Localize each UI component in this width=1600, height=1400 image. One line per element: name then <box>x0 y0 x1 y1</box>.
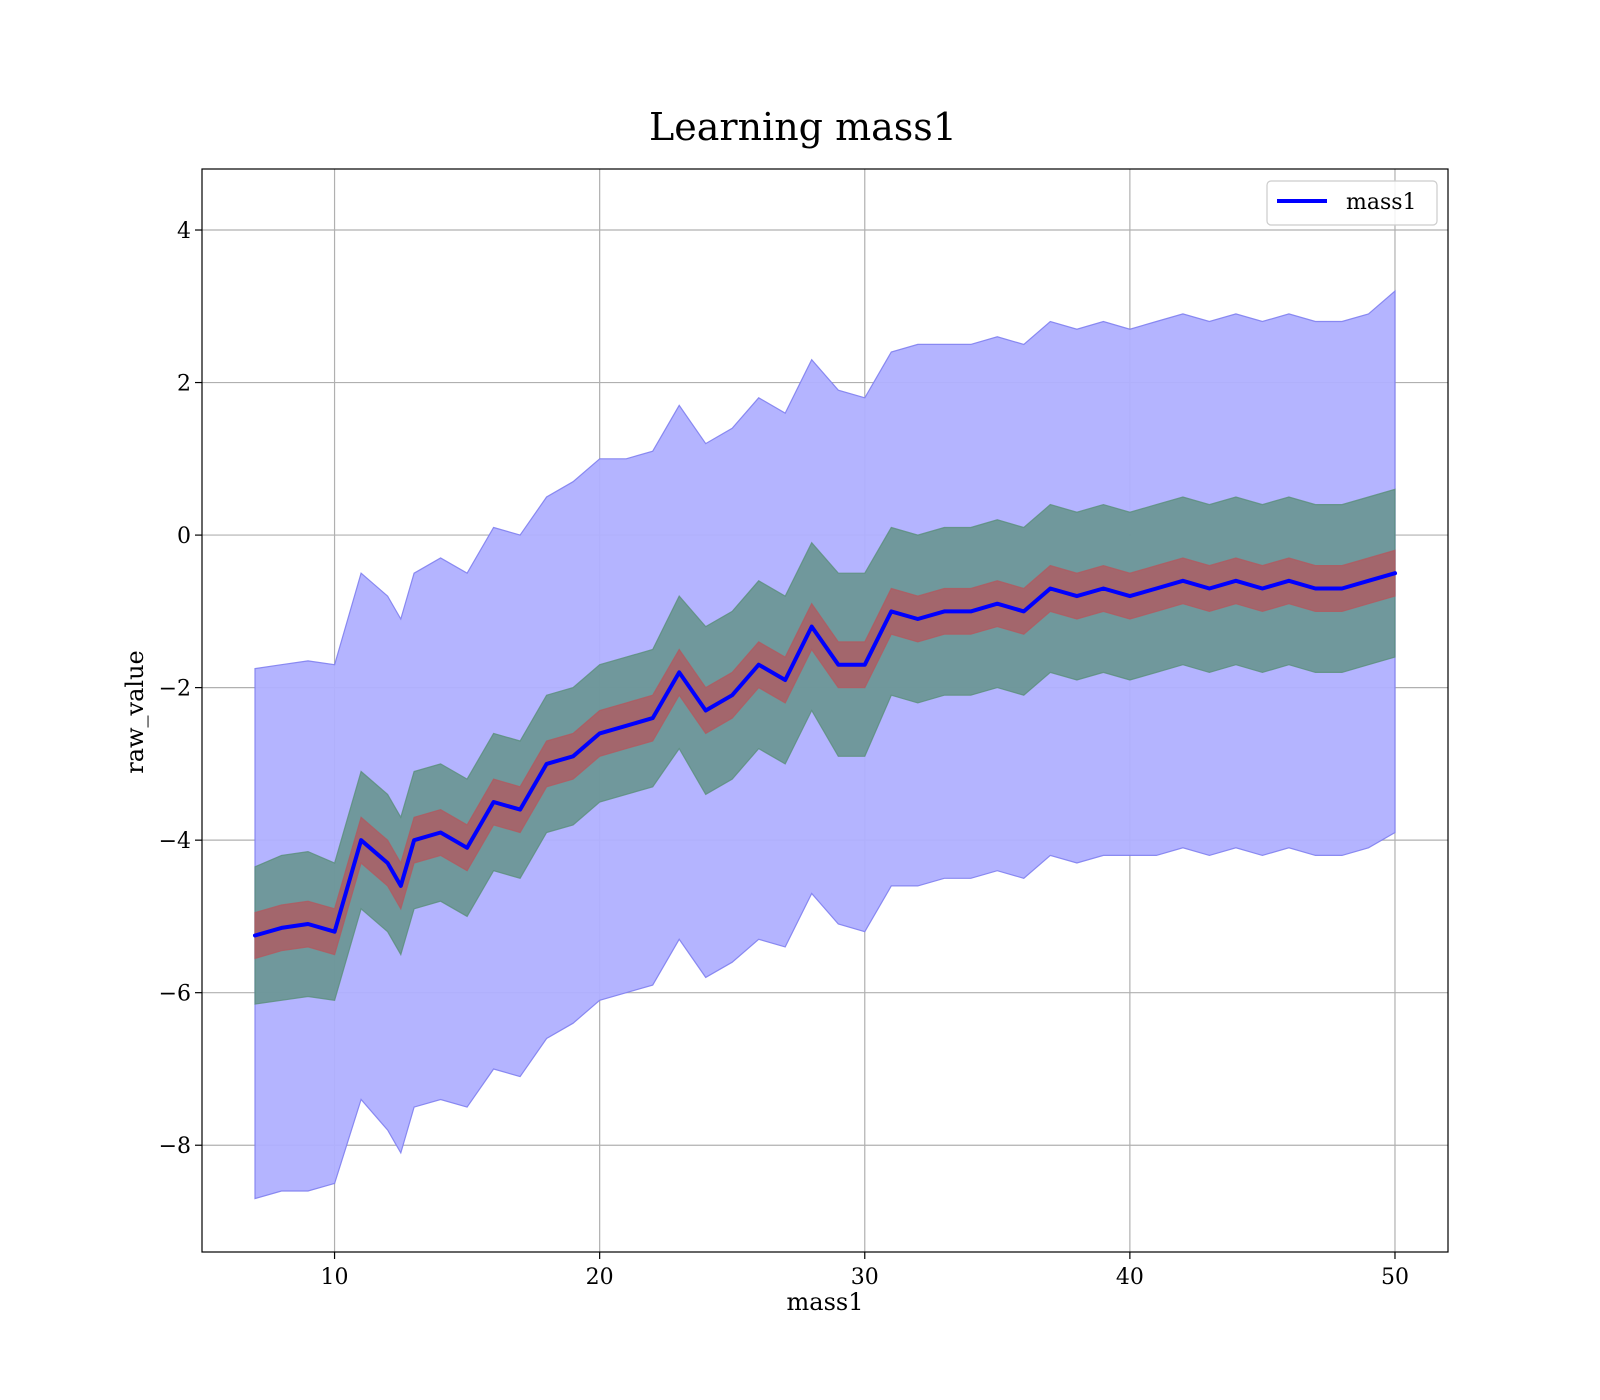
x-axis-ticks: 10 20 30 40 50 <box>321 1252 1409 1290</box>
x-tick-label-40: 40 <box>1116 1265 1144 1290</box>
legend: mass1 <box>1266 180 1438 226</box>
series-lines <box>253 571 1397 938</box>
x-tick-label-50: 50 <box>1381 1265 1409 1290</box>
x-tick-label-10: 10 <box>321 1265 349 1290</box>
legend-box <box>1266 180 1438 226</box>
series-line-mass1 <box>253 571 1397 938</box>
y-tick-label--4: −4 <box>159 829 191 854</box>
y-tick-label--8: −8 <box>159 1134 191 1159</box>
y-tick-label-4: 4 <box>177 219 191 244</box>
confidence-bands <box>254 289 1396 1200</box>
y-axis-label: raw_value <box>121 650 149 774</box>
y-tick-label--6: −6 <box>159 982 191 1007</box>
band-middle <box>254 488 1396 1005</box>
chart-title: Learning mass1 <box>649 105 957 149</box>
y-axis-ticks: 4 2 0 −2 −4 −6 −8 <box>159 219 202 1159</box>
legend-label-mass1: mass1 <box>1346 190 1417 215</box>
x-tick-label-30: 30 <box>851 1265 879 1290</box>
y-tick-label-2: 2 <box>177 372 191 397</box>
x-tick-label-20: 20 <box>586 1265 614 1290</box>
plot-frame <box>201 168 1449 1253</box>
x-axis-label: mass1 <box>787 1288 864 1316</box>
y-tick-label--2: −2 <box>159 677 191 702</box>
band-inner <box>254 549 1396 960</box>
y-tick-label-0: 0 <box>177 524 191 549</box>
band-outer <box>254 289 1396 1200</box>
